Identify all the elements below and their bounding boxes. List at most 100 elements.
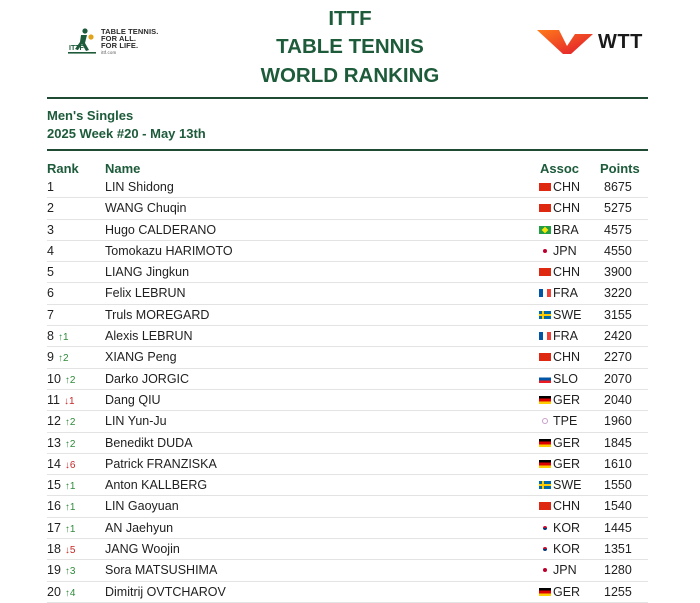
kor-flag-icon — [539, 545, 551, 554]
association-code: FRA — [553, 286, 578, 301]
rank-number: 20 — [47, 584, 61, 599]
chn-flag-icon — [539, 502, 551, 511]
ittf-tagline-line: FOR LIFE. — [101, 41, 139, 50]
table-row: 16 ↑1 LIN Gaoyuan CHN 1540 — [47, 496, 648, 518]
association-code: TPE — [553, 414, 578, 429]
ittf-logo: ITTF TABLE TENNIS. FOR ALL. FOR LIFE. it… — [67, 26, 167, 56]
rank-cell: 12 ↑2 — [47, 414, 75, 428]
rank-up-indicator: ↑1 — [57, 332, 69, 344]
kor-flag-icon — [539, 523, 551, 532]
association-cell: KOR — [539, 542, 580, 556]
player-name: Anton KALLBERG — [105, 478, 208, 493]
player-name: Darko JORGIC — [105, 371, 190, 386]
rank-number: 17 — [47, 520, 61, 535]
table-row: 13 ↑2 Benedikt DUDA GER 1845 — [47, 433, 648, 454]
rank-cell: 13 ↑2 — [47, 436, 75, 450]
table-row: 2 WANG Chuqin CHN 5275 — [47, 198, 648, 220]
association-cell: CHN — [539, 265, 580, 279]
rank-number: 7 — [47, 307, 54, 322]
association-cell: SWE — [539, 478, 581, 492]
ittf-tagline-line: FOR ALL. — [101, 34, 137, 43]
points-cell: 4575 — [604, 222, 632, 237]
rank-number: 19 — [47, 563, 61, 578]
rank-cell: 3 — [47, 223, 54, 237]
chn-flag-icon — [539, 353, 551, 362]
player-name: LIN Gaoyuan — [105, 499, 179, 514]
association-code: KOR — [553, 520, 581, 535]
rank-number: 4 — [47, 243, 54, 258]
player-name: Patrick FRANZISKA — [105, 456, 217, 471]
swe-flag-icon — [539, 481, 551, 490]
table-row: 1 LIN Shidong CHN 8675 — [47, 177, 648, 199]
association-cell: CHN — [539, 180, 580, 194]
rank-number: 5 — [47, 265, 54, 280]
association-code: JPN — [553, 243, 577, 258]
player-name: Truls MOREGARD — [105, 307, 210, 322]
table-row: 15 ↑1 Anton KALLBERG SWE 1550 — [47, 475, 648, 497]
table-row: 10 ↑2 Darko JORGIC SLO 2070 — [47, 369, 648, 390]
player-name: Tomokazu HARIMOTO — [105, 243, 233, 258]
rank-up-indicator: ↑3 — [64, 566, 76, 578]
player-name: Hugo CALDERANO — [105, 222, 217, 237]
table-row: 19 ↑3 Sora MATSUSHIMA JPN 1280 — [47, 560, 648, 582]
rank-up-indicator: ↑1 — [64, 523, 76, 535]
association-code: CHN — [553, 265, 581, 280]
ittf-tagline-line: TABLE TENNIS. — [101, 27, 159, 36]
rank-number: 12 — [47, 414, 61, 429]
slo-flag-icon — [539, 374, 551, 383]
points-cell: 2070 — [604, 371, 632, 386]
column-header-points: Points — [600, 161, 640, 176]
association-cell: JPN — [539, 563, 577, 577]
table-row: 6 Felix LEBRUN FRA 3220 — [47, 283, 648, 305]
rank-number: 15 — [47, 478, 61, 493]
association-cell: FRA — [539, 286, 578, 300]
player-name: LIN Shidong — [105, 180, 174, 194]
wtt-wing-icon — [537, 30, 593, 54]
header-divider — [47, 97, 648, 99]
player-name: AN Jaehyun — [105, 520, 174, 535]
association-cell: GER — [539, 585, 580, 599]
association-cell: BRA — [539, 223, 579, 237]
ger-flag-icon — [539, 459, 551, 468]
association-cell: CHN — [539, 499, 580, 513]
chn-flag-icon — [539, 268, 551, 277]
rank-cell: 2 — [47, 201, 54, 215]
player-name: Sora MATSUSHIMA — [105, 563, 218, 578]
points-cell: 8675 — [604, 180, 632, 194]
rank-up-indicator: ↑1 — [64, 502, 76, 514]
rank-cell: 16 ↑1 — [47, 499, 75, 513]
rank-down-indicator: ↓5 — [64, 545, 76, 557]
rank-up-indicator: ↑4 — [64, 587, 76, 599]
player-name: Benedikt DUDA — [105, 435, 193, 450]
page-title-line: TABLE TENNIS — [276, 35, 424, 58]
table-row: 9 ↑2 XIANG Peng CHN 2270 — [47, 347, 648, 369]
rank-cell: 18 ↓5 — [47, 542, 75, 556]
table-row: 12 ↑2 LIN Yun-Ju TPE 1960 — [47, 411, 648, 433]
player-name: Dang QIU — [105, 392, 161, 407]
points-cell: 1845 — [604, 435, 632, 450]
wtt-logo: WTT — [537, 28, 650, 54]
rank-cell: 17 ↑1 — [47, 521, 75, 535]
column-header-assoc: Assoc — [540, 161, 580, 176]
rank-number: 2 — [47, 201, 54, 216]
rank-number: 6 — [47, 286, 54, 301]
swe-flag-icon — [539, 310, 551, 319]
association-code: GER — [553, 435, 581, 450]
rank-number: 1 — [47, 180, 54, 194]
player-name: JANG Woojin — [105, 542, 180, 557]
jpn-flag-icon — [539, 566, 551, 575]
association-cell: GER — [539, 393, 580, 407]
points-cell: 4550 — [604, 243, 632, 258]
association-cell: GER — [539, 436, 580, 450]
column-header-name: Name — [105, 161, 141, 176]
rank-up-indicator: ↑2 — [64, 417, 76, 429]
category-label: Men's Singles — [47, 108, 134, 123]
ger-flag-icon — [539, 438, 551, 447]
jpn-flag-icon — [539, 246, 551, 255]
ittf-url: ittf.com — [101, 50, 117, 55]
column-header-rank: Rank — [47, 161, 79, 176]
player-name: Dimitrij OVTCHAROV — [105, 584, 226, 599]
association-code: SWE — [553, 307, 582, 322]
rank-number: 16 — [47, 499, 61, 514]
rank-cell: 20 ↑4 — [47, 585, 75, 599]
